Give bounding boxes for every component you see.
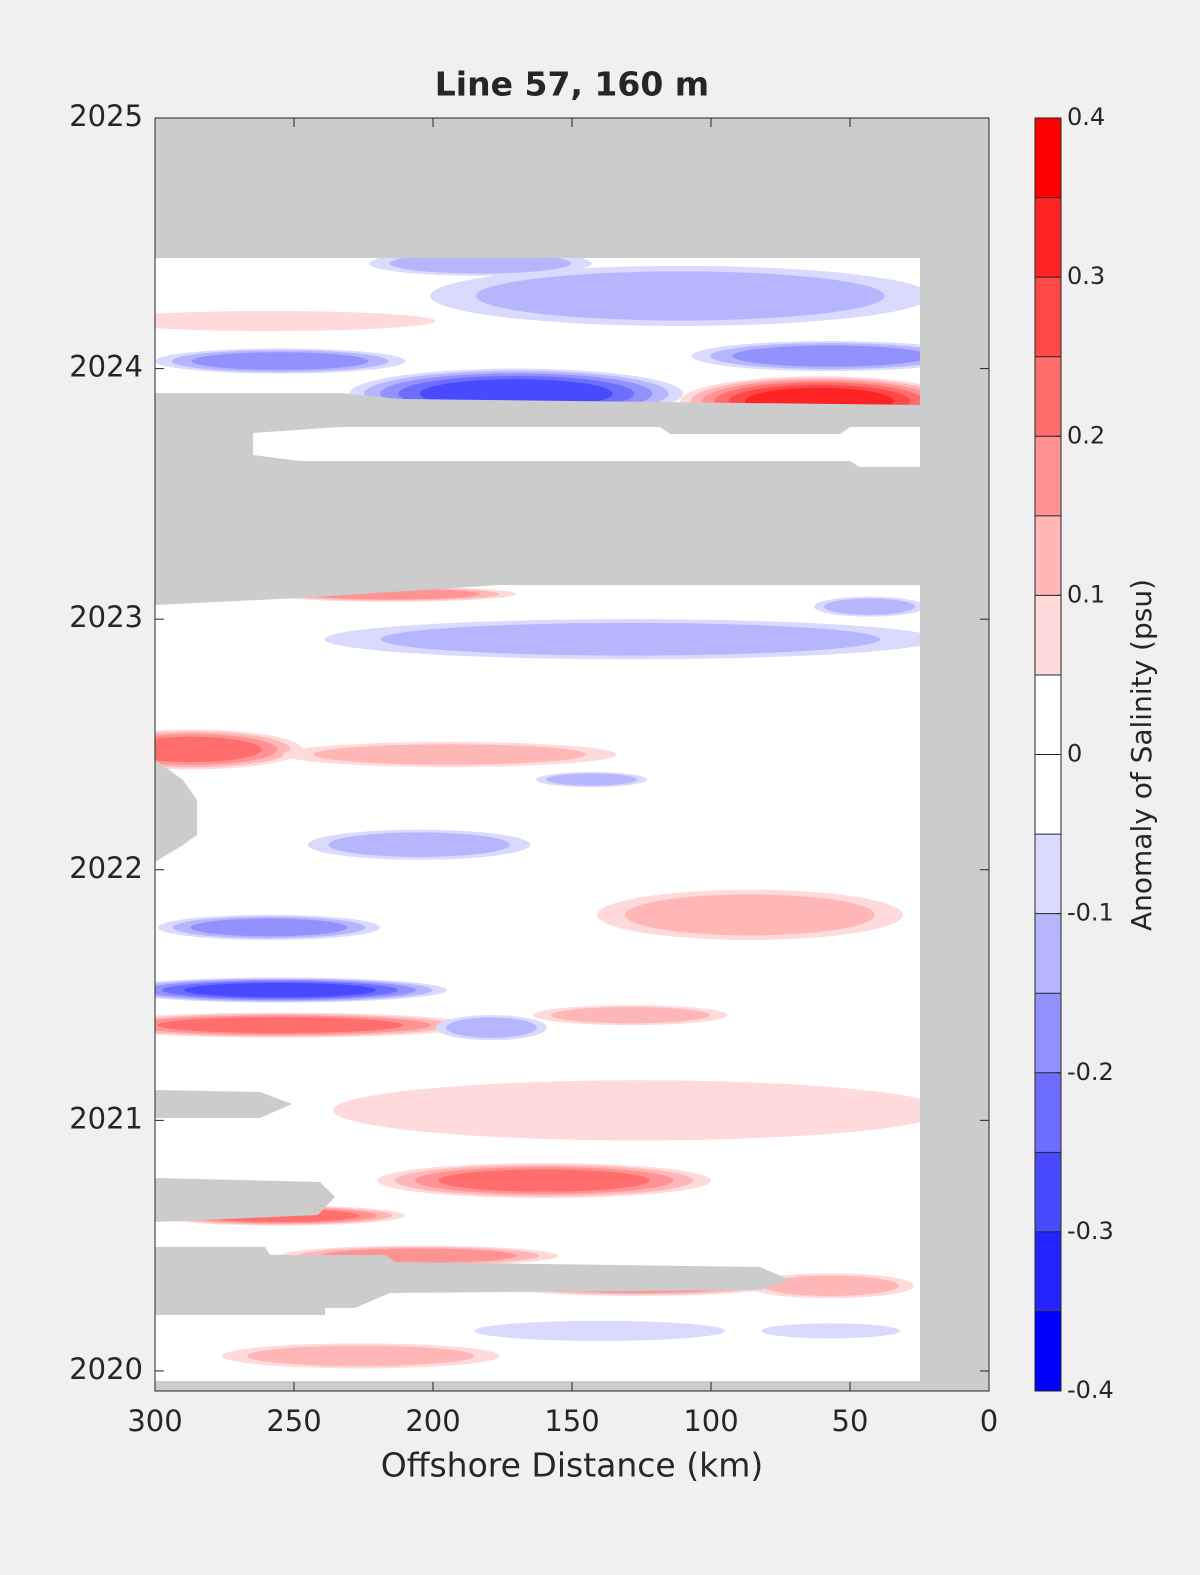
colorbar-tick-label: 0.4	[1067, 103, 1105, 131]
colorbar-band	[1035, 913, 1061, 994]
x-tick-label: 0	[980, 1404, 998, 1438]
contour-band	[550, 1006, 710, 1024]
contour-band	[824, 598, 915, 615]
x-tick-label: 150	[544, 1404, 599, 1438]
colorbar-band	[1035, 1231, 1061, 1312]
chart-title: Line 57, 160 m	[435, 65, 709, 104]
contour-band	[762, 1275, 899, 1296]
colorbar-tick-label: 0.1	[1067, 580, 1105, 608]
y-tick-label: 2022	[69, 851, 143, 885]
missing-data	[155, 118, 989, 1391]
contour-band	[155, 736, 262, 763]
colorbar-band	[1035, 674, 1061, 755]
colorbar-band	[1035, 993, 1061, 1073]
x-tick-label: 250	[266, 1404, 321, 1438]
colorbar-tick-label: -0.3	[1067, 1217, 1114, 1245]
x-tick-label: 100	[683, 1404, 738, 1438]
x-tick-label: 200	[405, 1404, 460, 1438]
colorbar-tick-label: 0.3	[1067, 262, 1105, 290]
colorbar-band	[1035, 515, 1061, 596]
contour-band	[190, 918, 348, 937]
colorbar-band	[1035, 1072, 1061, 1153]
x-tick-label: 300	[127, 1404, 182, 1438]
contour-band	[380, 622, 881, 656]
colorbar-band	[1035, 834, 1061, 914]
colorbar-tick-label: 0	[1067, 740, 1082, 768]
colorbar-band	[1035, 277, 1061, 357]
contour-band	[732, 345, 920, 367]
x-tick-label: 50	[832, 1404, 869, 1438]
contour-band	[476, 271, 885, 321]
y-tick-label: 2021	[69, 1101, 143, 1135]
colorbar-label: Anomaly of Salinity (psu)	[1125, 579, 1158, 931]
contour-band	[546, 773, 637, 786]
y-tick-label: 2020	[69, 1352, 143, 1386]
y-tick-label: 2025	[69, 99, 143, 133]
x-axis-label: Offshore Distance (km)	[381, 1446, 763, 1485]
y-tick-label: 2023	[69, 600, 143, 634]
contour-band	[438, 1169, 650, 1192]
colorbar-band	[1035, 754, 1061, 835]
colorbar-band	[1035, 1311, 1061, 1391]
colorbar-tick-label: 0.2	[1067, 421, 1105, 449]
contour-band	[625, 894, 875, 936]
colorbar-band	[1035, 595, 1061, 675]
colorbar-band	[1035, 1152, 1061, 1232]
contour-band	[474, 1320, 725, 1341]
colorbar-band	[1035, 118, 1061, 198]
contour-band	[183, 982, 377, 998]
contour-band	[313, 744, 586, 765]
colorbar-band	[1035, 356, 1061, 437]
contour-band	[157, 1017, 404, 1034]
colorbar-tick-label: -0.4	[1067, 1376, 1114, 1404]
contour-band	[247, 1345, 475, 1367]
colorbar-tick-label: -0.1	[1067, 899, 1114, 927]
colorbar-band	[1035, 436, 1061, 516]
contour-band	[155, 310, 436, 331]
colorbar-tick-label: -0.2	[1067, 1058, 1114, 1086]
contour-band	[761, 1323, 901, 1339]
contour-band	[333, 1080, 920, 1141]
colorbar-band	[1035, 197, 1061, 278]
contour-band	[191, 352, 369, 370]
y-tick-label: 2024	[69, 350, 143, 384]
contour-band	[328, 832, 510, 857]
contour-band	[445, 1017, 537, 1038]
contour-band	[389, 253, 572, 274]
